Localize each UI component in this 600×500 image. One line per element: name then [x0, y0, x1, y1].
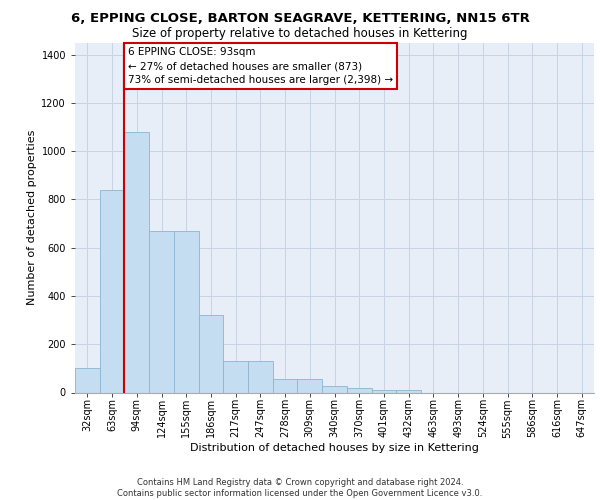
Bar: [396, 390, 421, 392]
Bar: [371, 390, 396, 392]
Bar: [322, 386, 347, 392]
Bar: [174, 231, 199, 392]
Bar: [223, 361, 248, 392]
Text: Contains HM Land Registry data © Crown copyright and database right 2024.
Contai: Contains HM Land Registry data © Crown c…: [118, 478, 482, 498]
Text: 6, EPPING CLOSE, BARTON SEAGRAVE, KETTERING, NN15 6TR: 6, EPPING CLOSE, BARTON SEAGRAVE, KETTER…: [71, 12, 529, 26]
Bar: [298, 379, 322, 392]
Bar: [75, 368, 100, 392]
Bar: [248, 361, 273, 392]
Bar: [199, 316, 223, 392]
Bar: [124, 132, 149, 392]
Bar: [273, 379, 298, 392]
Bar: [100, 190, 124, 392]
Y-axis label: Number of detached properties: Number of detached properties: [27, 130, 37, 305]
X-axis label: Distribution of detached houses by size in Kettering: Distribution of detached houses by size …: [190, 443, 479, 453]
Text: 6 EPPING CLOSE: 93sqm
← 27% of detached houses are smaller (873)
73% of semi-det: 6 EPPING CLOSE: 93sqm ← 27% of detached …: [128, 48, 393, 86]
Text: Size of property relative to detached houses in Kettering: Size of property relative to detached ho…: [132, 28, 468, 40]
Bar: [347, 388, 371, 392]
Bar: [149, 231, 174, 392]
